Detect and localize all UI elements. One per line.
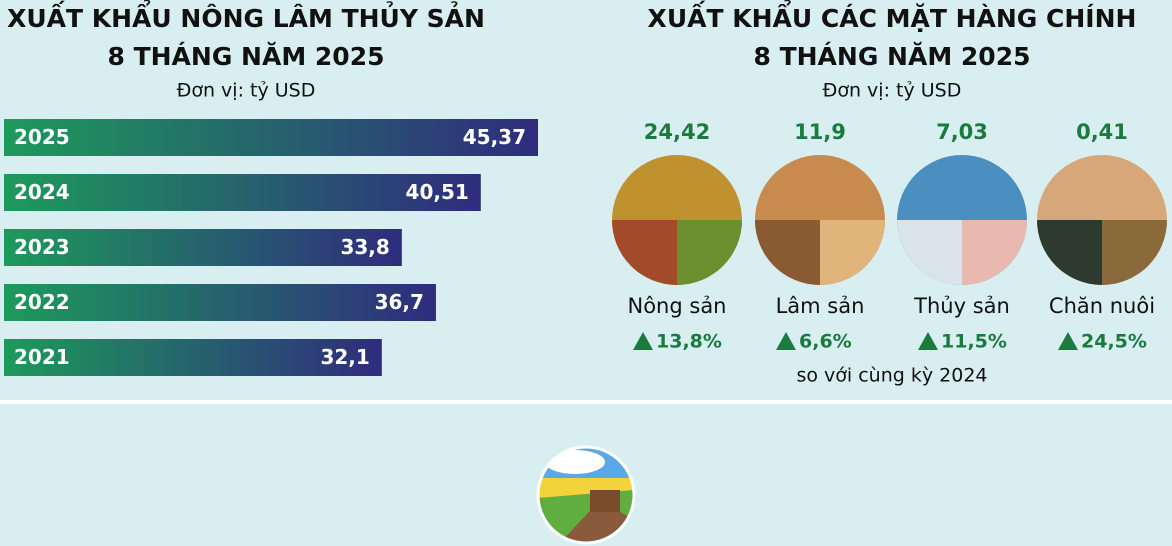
category-label: 2022 (14, 290, 70, 314)
logo (538, 447, 634, 543)
value-label: 32,1 (320, 345, 369, 369)
product-photo-part (677, 220, 742, 285)
value-label: 24,42 (644, 120, 710, 144)
logo-ring (536, 445, 636, 545)
value-label: 45,37 (463, 125, 526, 149)
category-label: 2021 (14, 345, 70, 369)
change-label: 11,5% (941, 331, 1007, 353)
category-label: Chăn nuôi (1049, 294, 1155, 318)
bar (4, 174, 481, 211)
product-photo-part (962, 220, 1027, 285)
category-label: 2023 (14, 235, 70, 259)
value-label: 40,51 (406, 180, 469, 204)
up-arrow (1058, 332, 1078, 350)
product-photo-part (1037, 220, 1102, 285)
up-arrow (918, 332, 938, 350)
bar (4, 339, 382, 376)
value-label: 33,8 (340, 235, 389, 259)
left-title: XUẤT KHẨU NÔNG LÂM THỦY SẢN (7, 0, 485, 33)
value-label: 36,7 (375, 290, 424, 314)
change-label: 13,8% (656, 331, 722, 353)
divider (0, 400, 1172, 404)
product-photo-part (820, 220, 885, 285)
category-label: Lâm sản (776, 294, 865, 318)
up-arrow (776, 332, 796, 350)
bar (4, 119, 538, 156)
product-photo-part (1102, 220, 1167, 285)
bar (4, 229, 402, 266)
right-subtitle: Đơn vị: tỷ USD (823, 80, 962, 102)
left-title: 8 THÁNG NĂM 2025 (107, 41, 384, 71)
category-label: 2025 (14, 125, 70, 149)
product-photo-part (755, 220, 820, 285)
bar (4, 284, 436, 321)
category-label: 2024 (14, 180, 70, 204)
product-photo-part (897, 220, 962, 285)
right-title: XUẤT KHẨU CÁC MẶT HÀNG CHÍNH (648, 0, 1137, 33)
value-label: 7,03 (936, 120, 988, 144)
change-label: 24,5% (1081, 331, 1147, 353)
category-label: Nông sản (628, 294, 727, 318)
change-label: 6,6% (799, 331, 852, 353)
up-arrow (633, 332, 653, 350)
right-title: 8 THÁNG NĂM 2025 (753, 41, 1030, 71)
left-subtitle: Đơn vị: tỷ USD (177, 80, 316, 102)
note: so với cùng kỳ 2024 (796, 365, 987, 387)
value-label: 11,9 (794, 120, 846, 144)
product-photo-part (612, 220, 677, 285)
category-label: Thủy sản (913, 294, 1010, 318)
value-label: 0,41 (1076, 120, 1128, 144)
